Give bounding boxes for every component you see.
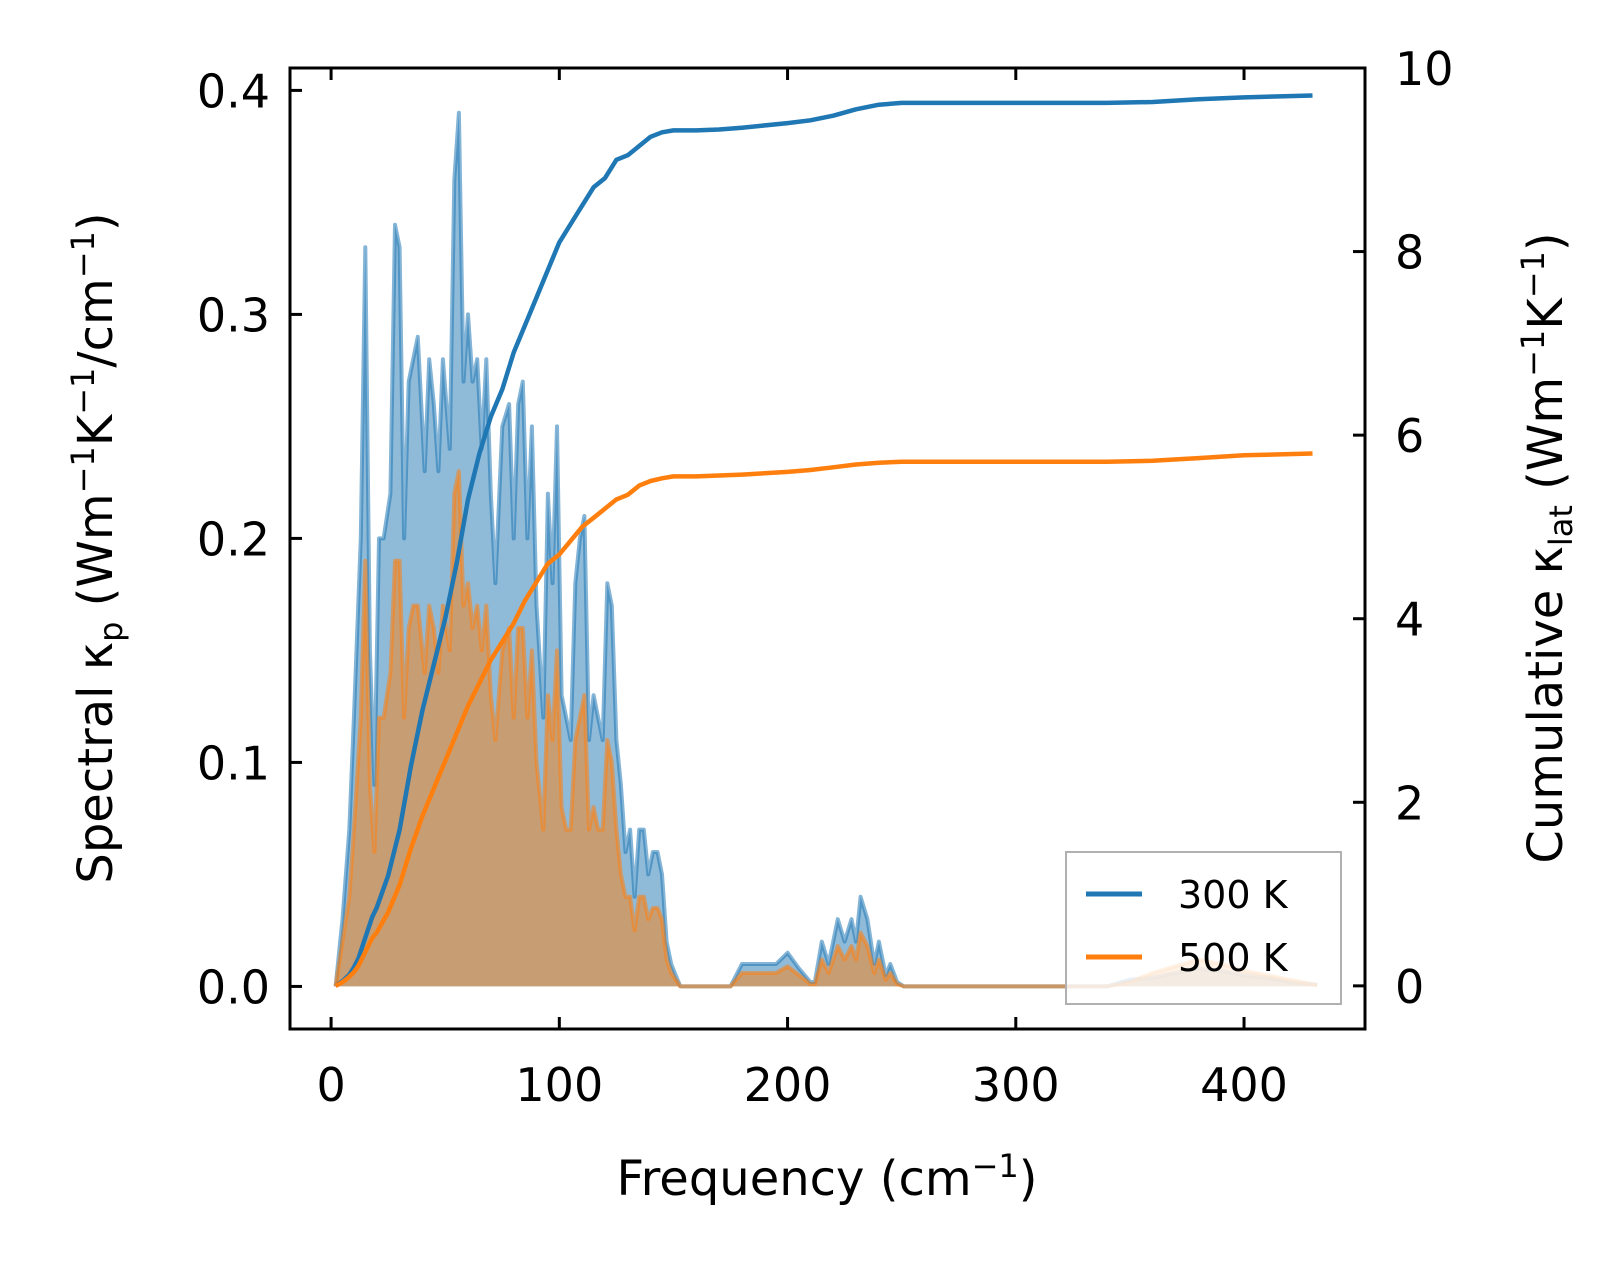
- y-tick-label-right: 6: [1395, 409, 1424, 463]
- cumulative-line-500k: [334, 451, 1313, 988]
- y-tick-label-left: 0.0: [197, 960, 270, 1014]
- x-tick-label: 300: [972, 1058, 1060, 1112]
- ticks: 0 100 200 300 400 0.0 0.1 0.2 0.3 0.4 0 2 4 6 8 10: [197, 42, 1454, 1112]
- legend: 300 K 500 K: [1065, 851, 1342, 1005]
- legend-label-300k: 300 K: [1178, 873, 1289, 917]
- x-tick-label: 100: [515, 1058, 603, 1112]
- y-tick-label-right: 10: [1395, 42, 1454, 96]
- plot-area: [333, 93, 1318, 989]
- y-tick-label-right: 2: [1395, 776, 1424, 830]
- y-tick-label-left: 0.4: [197, 64, 270, 118]
- spectral-area-500k: [335, 471, 1318, 987]
- plot-frame: [288, 66, 1367, 1031]
- legend-label-500k: 500 K: [1178, 936, 1289, 980]
- y-tick-label-left: 0.2: [197, 512, 270, 566]
- y-tick-label-left: 0.3: [197, 288, 270, 342]
- y-tick-label-right: 4: [1395, 593, 1424, 647]
- x-tick-label: 0: [316, 1058, 345, 1112]
- x-tick-label: 200: [744, 1058, 832, 1112]
- cumulative-line-300k: [334, 93, 1313, 988]
- y-tick-label-right: 8: [1395, 226, 1424, 280]
- y-axis-label-left: Spectral κp (Wm−1K−1/cm−1): [64, 212, 130, 883]
- spectral-line-500k: [333, 469, 1318, 989]
- x-tick-label: 400: [1200, 1058, 1288, 1112]
- spectral-line-300k: [333, 110, 1318, 989]
- x-axis-label: Frequency (cm−1): [616, 1147, 1037, 1207]
- y-tick-label-left: 0.1: [197, 736, 270, 790]
- y-tick-label-right: 0: [1395, 960, 1424, 1014]
- legend-box: [1065, 851, 1342, 1005]
- y-axis-label-right: Cumulative κlat (Wm−1K−1): [1514, 232, 1580, 863]
